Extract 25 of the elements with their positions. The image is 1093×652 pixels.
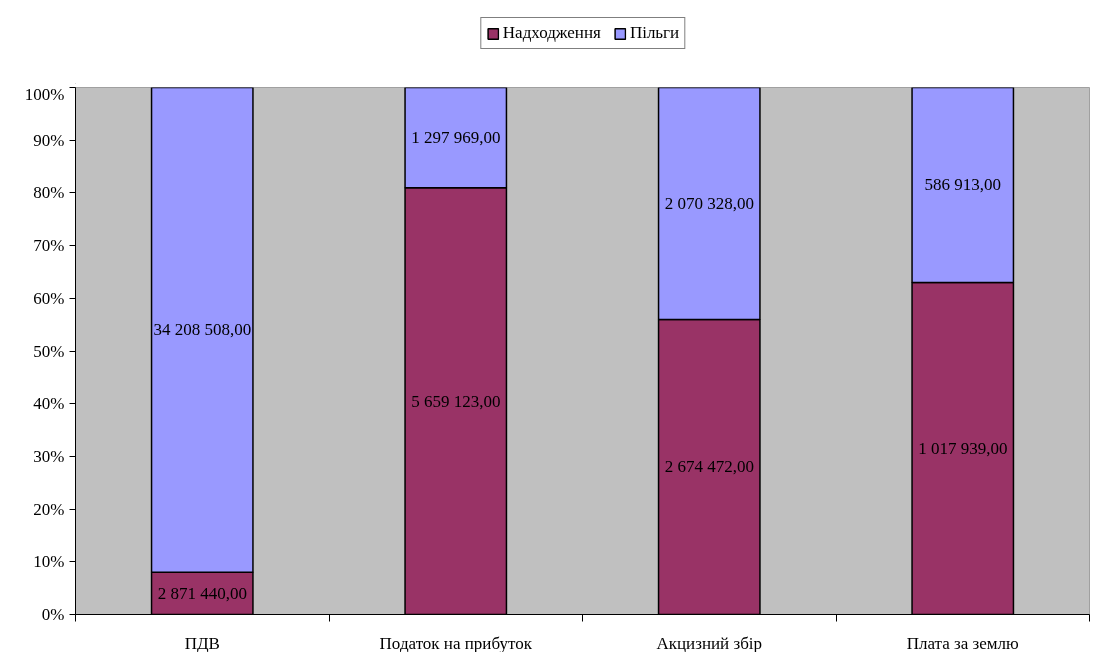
annotation: 34 208 508,00	[153, 320, 252, 340]
y-tick-label: 20%	[33, 499, 65, 519]
x-tick-label: Плата за землю	[906, 633, 1020, 652]
annotation: 1 017 939,00	[918, 438, 1008, 458]
y-tick-label: 50%	[33, 341, 65, 361]
x-tick-label: ПДВ	[184, 633, 220, 652]
y-tick-label: 90%	[33, 130, 65, 150]
y-tick-label: 10%	[33, 552, 65, 572]
y-tick-label: 60%	[33, 288, 65, 308]
y-tick-label: 40%	[33, 394, 65, 414]
x-tick-label: Податок на прибуток	[379, 633, 533, 652]
legend-label: Пільги	[629, 23, 680, 43]
annotation: 586 913,00	[924, 175, 1001, 195]
annotation: 2 674 472,00	[664, 457, 754, 477]
annotation: 5 659 123,00	[411, 391, 501, 411]
legend-label: Надходження	[502, 23, 601, 43]
y-tick-label: 0%	[41, 605, 65, 624]
y-tick-label: 80%	[33, 183, 65, 203]
x-tick-label: Акцизний збір	[656, 633, 763, 652]
annotation: 2 871 440,00	[157, 583, 247, 603]
y-tick-label: 100%	[24, 84, 65, 104]
annotation: 1 297 969,00	[411, 128, 501, 148]
y-tick-label: 70%	[33, 236, 65, 256]
annotation: 2 070 328,00	[664, 193, 754, 213]
y-tick-label: 30%	[33, 446, 65, 466]
